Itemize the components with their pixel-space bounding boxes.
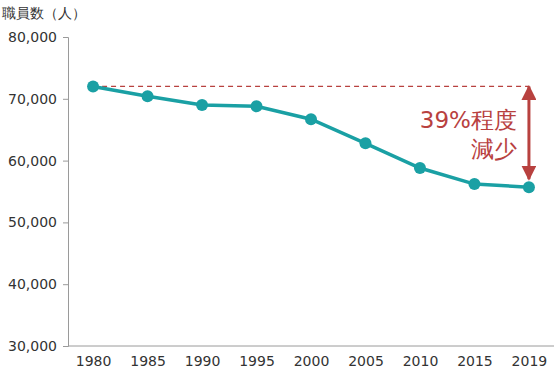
y-tick: 70,000 (8, 91, 68, 107)
y-tick-label: 40,000 (8, 276, 57, 292)
x-tick-label: 1990 (185, 353, 221, 369)
y-tick-label: 50,000 (8, 214, 57, 230)
x-axis: 1980 1985 1990 1995 2000 2005 2010 2015 2019 (68, 346, 554, 369)
y-tick-mark (63, 346, 68, 347)
x-tick-label: 2005 (348, 353, 384, 369)
chart: 30,000 40,000 50,000 60,000 70,000 80,000 1980… (0, 0, 560, 372)
x-tick-label: 1995 (239, 353, 275, 369)
y-tick-label: 30,000 (8, 338, 57, 354)
x-tick-label: 1985 (130, 353, 166, 369)
x-tick: 1980 (76, 346, 112, 369)
y-tick: 30,000 (8, 338, 68, 354)
reference-line (93, 86, 529, 87)
data-point (523, 181, 535, 193)
y-tick: 40,000 (8, 276, 68, 292)
data-point (142, 90, 154, 102)
x-tick: 1985 (130, 346, 166, 369)
data-point (87, 80, 99, 92)
y-axis: 30,000 40,000 50,000 60,000 70,000 80,000 (8, 29, 69, 354)
y-axis-line (63, 38, 69, 347)
x-tick: 2015 (457, 346, 493, 369)
annotation: 39%程度減少 (93, 86, 529, 179)
plot-area (87, 80, 535, 193)
y-axis-title: 職員数（人） (2, 5, 86, 21)
data-point (414, 162, 426, 174)
y-tick: 50,000 (8, 214, 68, 230)
x-tick-label: 2019 (512, 353, 548, 369)
y-tick-label: 70,000 (8, 91, 57, 107)
x-tick-label: 2000 (294, 353, 330, 369)
x-axis-line (68, 346, 554, 347)
y-tick: 80,000 (8, 29, 68, 45)
x-tick: 2005 (348, 346, 384, 369)
data-point (251, 100, 263, 112)
x-tick: 2019 (512, 346, 548, 369)
y-tick-mark (63, 284, 68, 285)
y-tick-mark (63, 99, 68, 100)
data-point (359, 137, 371, 149)
data-point (305, 113, 317, 125)
y-tick-label: 60,000 (8, 153, 57, 169)
y-tick: 60,000 (8, 153, 68, 169)
y-tick-mark (63, 161, 68, 162)
x-tick: 2010 (403, 346, 439, 369)
x-tick-label: 2015 (457, 353, 493, 369)
change-arrow (527, 86, 530, 179)
data-point (468, 178, 480, 190)
y-tick-label: 80,000 (8, 29, 57, 45)
y-tick-mark (63, 222, 68, 223)
x-tick-label: 1980 (76, 353, 112, 369)
annotation-text: 39%程度 (420, 107, 517, 133)
data-line (93, 86, 529, 187)
x-tick-label: 2010 (403, 353, 439, 369)
x-tick: 1995 (239, 346, 275, 369)
x-tick: 1990 (185, 346, 221, 369)
y-tick-mark (63, 37, 68, 38)
annotation-text: 減少 (471, 136, 517, 162)
x-tick: 2000 (294, 346, 330, 369)
data-point (196, 99, 208, 111)
